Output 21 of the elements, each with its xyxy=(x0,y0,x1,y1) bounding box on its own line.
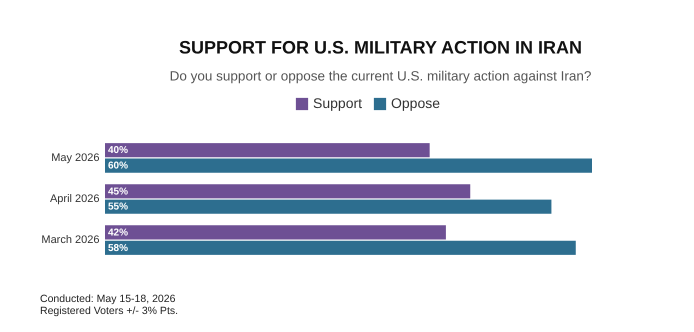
bar xyxy=(105,143,430,158)
y-tick-label: April 2026 xyxy=(50,193,100,205)
y-tick-label: March 2026 xyxy=(41,234,100,246)
legend-label: Support xyxy=(313,95,362,111)
data-label: 60% xyxy=(108,160,128,172)
bar xyxy=(105,200,552,214)
data-label: 42% xyxy=(108,227,128,238)
data-label: 45% xyxy=(108,186,128,198)
data-label: 55% xyxy=(108,202,128,213)
bar xyxy=(105,158,592,173)
bar xyxy=(105,184,470,198)
data-label: 58% xyxy=(108,242,128,254)
chart-subtitle: Do you support or oppose the current U.S. military action against Iran? xyxy=(170,68,592,84)
bar xyxy=(105,240,576,255)
chart-title: SUPPORT FOR U.S. MILITARY ACTION IN IRAN xyxy=(178,38,582,58)
data-label: 40% xyxy=(108,145,128,156)
text: Registered Voters +/- 3% Pts. xyxy=(40,305,178,317)
legend-label: Oppose xyxy=(391,95,440,111)
text: Conducted: May 15-18, 2026 xyxy=(40,293,176,305)
bar xyxy=(105,225,446,240)
y-tick-label: May 2026 xyxy=(51,152,100,164)
